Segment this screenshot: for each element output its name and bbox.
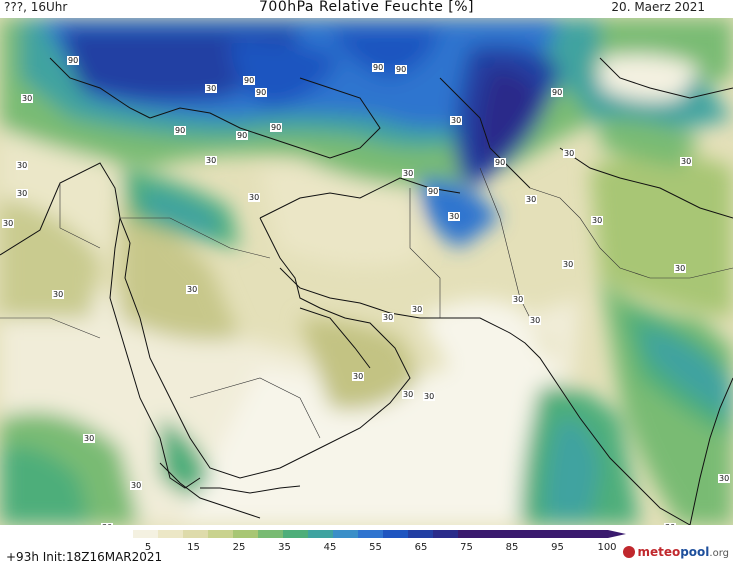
- color-scale-tick: 15: [187, 542, 200, 553]
- color-scale-segment: [458, 530, 483, 538]
- contour-label: 90: [243, 76, 256, 85]
- map-title: 700hPa Relative Feuchte [%]: [259, 0, 474, 15]
- contour-label: 30: [529, 316, 542, 325]
- color-scale-segment: [258, 530, 283, 538]
- color-scale-arrow: [608, 530, 626, 538]
- color-scale-tick: 95: [551, 542, 564, 553]
- contour-label: 90: [174, 126, 187, 135]
- color-scale-tick: 55: [369, 542, 382, 553]
- color-scale-tick: 75: [460, 542, 473, 553]
- color-scale-segment: [108, 530, 133, 538]
- contour-label: 30: [591, 216, 604, 225]
- color-scale-segment: [308, 530, 333, 538]
- contour-label: 90: [255, 88, 268, 97]
- contour-label: 30: [382, 313, 395, 322]
- logo-text-meteo: meteo: [637, 545, 681, 559]
- contour-label: 30: [402, 169, 415, 178]
- color-scale-segment: [183, 530, 208, 538]
- contour-label: 90: [270, 123, 283, 132]
- contour-label: 30: [402, 390, 415, 399]
- contour-label: 30: [21, 94, 34, 103]
- logo-icon: [623, 546, 636, 558]
- color-scale-segment: [508, 530, 533, 538]
- contour-label: 30: [423, 392, 436, 401]
- map-canvas: [0, 18, 733, 525]
- contour-label: 30: [512, 295, 525, 304]
- humidity-map: 90 90 90 90 90 90 30 30 30 90 90 90 30 30 30 90 30 30 90 30…: [0, 18, 733, 525]
- contour-label: 30: [130, 481, 143, 490]
- contour-label: 30: [450, 116, 463, 125]
- color-scale-tick: 45: [323, 542, 337, 553]
- contour-label: 30: [16, 189, 29, 198]
- color-scale-segment: [158, 530, 183, 538]
- color-scale-segment: [333, 530, 358, 538]
- color-scale-tick: 100: [597, 542, 617, 553]
- color-scale-segment: [433, 530, 458, 538]
- logo-text-pool: pool: [680, 545, 710, 559]
- meteopool-logo[interactable]: meteopool.org: [623, 545, 729, 559]
- country-borders: [0, 167, 733, 439]
- contour-label: 30: [83, 434, 96, 443]
- forecast-day-label: ???, 16Uhr: [4, 0, 68, 14]
- color-scale-bar: [108, 530, 608, 538]
- contour-label: 90: [494, 158, 507, 167]
- color-scale-segment: [583, 530, 608, 538]
- legend: 5 15 25 35 45 55 65 75 85 95 100 +93h Init:18Z16MA…: [0, 525, 733, 566]
- color-scale-tick: 5: [144, 542, 152, 553]
- color-scale-tick: 85: [505, 542, 519, 553]
- contour-label: 30: [248, 193, 261, 202]
- contour-label: 30: [16, 161, 29, 170]
- contour-label: 30: [718, 474, 731, 483]
- contour-label: 30: [2, 219, 15, 228]
- color-scale-segment: [383, 530, 408, 538]
- color-scale-segment: [558, 530, 583, 538]
- contour-label: 30: [680, 157, 693, 166]
- contour-label: 30: [205, 84, 218, 93]
- color-scale-tick: 65: [414, 542, 428, 553]
- contour-label: 30: [562, 260, 575, 269]
- logo-text-org: .org: [709, 548, 729, 559]
- header: ???, 16Uhr 700hPa Relative Feuchte [%] 2…: [0, 0, 733, 18]
- color-scale-segment: [483, 530, 508, 538]
- color-scale-segment: [233, 530, 258, 538]
- color-scale-segment: [208, 530, 233, 538]
- model-run-info: +93h Init:18Z16MAR2021: [6, 550, 163, 564]
- contour-label: 30: [525, 195, 538, 204]
- contour-label: 30: [674, 264, 687, 273]
- valid-date: 20. Maerz 2021: [611, 0, 705, 14]
- contour-label: 30: [205, 156, 218, 165]
- contour-label: 30: [186, 285, 199, 294]
- contour-label: 30: [52, 290, 65, 299]
- contour-label: 30: [101, 523, 114, 525]
- color-scale-segment: [533, 530, 558, 538]
- color-scale-segment: [133, 530, 158, 538]
- contour-label: 90: [395, 65, 408, 74]
- color-scale-segment: [358, 530, 383, 538]
- contour-label: 30: [448, 212, 461, 221]
- color-scale-tick: 35: [278, 542, 291, 553]
- contour-label: 90: [236, 131, 249, 140]
- contour-label: 90: [551, 88, 564, 97]
- contour-label: 30: [664, 523, 677, 525]
- color-scale-segment: [408, 530, 433, 538]
- contour-label: 90: [67, 56, 80, 65]
- contour-label: 30: [563, 149, 576, 158]
- contour-label: 90: [427, 187, 440, 196]
- color-scale-tick: 25: [232, 542, 246, 553]
- contour-label: 90: [372, 63, 385, 72]
- humidity-field: [0, 18, 733, 525]
- coastlines: [0, 57, 733, 525]
- contour-label: 30: [352, 372, 365, 381]
- color-scale-segment: [283, 530, 308, 538]
- contour-label: 30: [411, 305, 424, 314]
